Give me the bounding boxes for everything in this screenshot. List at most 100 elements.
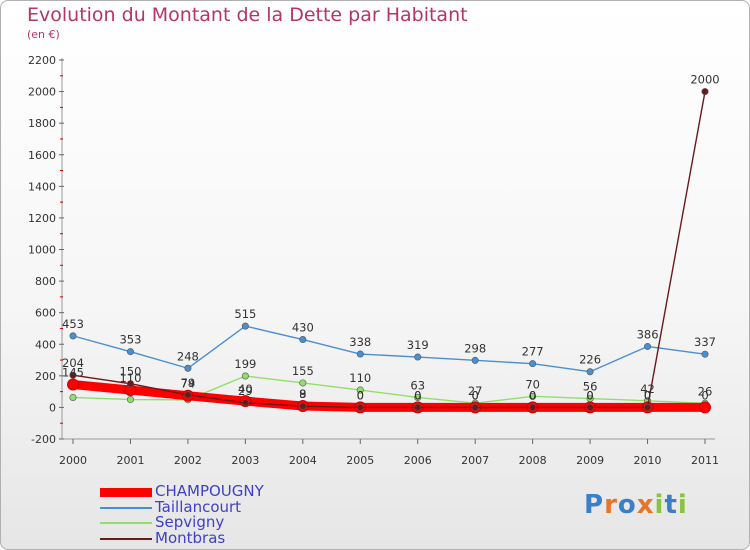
data-point [414, 393, 422, 401]
data-point [701, 88, 709, 96]
logo-letter: o [617, 490, 637, 520]
data-point [414, 403, 422, 411]
y-tick-label: 1000 [28, 244, 56, 257]
x-tick-label: 2008 [519, 454, 547, 467]
data-label: 0 [357, 388, 364, 402]
y-tick-label: 1400 [28, 180, 56, 193]
series-line-taillancourt [72, 325, 706, 373]
data-label: 226 [579, 353, 601, 367]
data-point [126, 396, 134, 404]
data-point [356, 350, 364, 358]
data-point [699, 401, 711, 414]
data-label: 155 [292, 364, 314, 378]
data-label: 430 [292, 321, 314, 335]
data-label: 515 [234, 307, 256, 321]
data-point [241, 399, 249, 407]
data-label: 110 [119, 371, 141, 385]
data-point [586, 403, 594, 411]
data-point [69, 371, 77, 379]
data-point [356, 403, 364, 411]
x-tick-label: 2007 [461, 454, 489, 467]
logo-letter: t [664, 490, 678, 520]
proxiti-logo: Proxiti [584, 490, 688, 520]
y-tick-label: -200 [31, 433, 56, 446]
legend-label: Montbras [155, 528, 226, 547]
x-tick-label: 2000 [59, 454, 87, 467]
data-point [67, 378, 79, 391]
data-label: 0 [529, 388, 536, 402]
chart-title: Evolution du Montant de la Dette par Hab… [27, 4, 468, 26]
data-label: 0 [529, 388, 536, 402]
legend-label: CHAMPOUGNY [155, 482, 264, 500]
data-label: 338 [349, 335, 371, 349]
data-label: 353 [119, 333, 141, 347]
x-tick-label: 2006 [404, 454, 432, 467]
data-point [471, 356, 479, 364]
y-tick-label: 1600 [28, 149, 56, 162]
data-label: 199 [234, 357, 256, 371]
data-label: 40 [238, 382, 253, 396]
data-label: 0 [586, 388, 593, 402]
y-tick-label: 0 [49, 401, 56, 414]
data-point [241, 372, 249, 380]
logo-letter: x [636, 490, 655, 520]
x-tick-label: 2002 [174, 454, 202, 467]
x-tick-label: 2001 [116, 454, 144, 467]
data-label: 0 [472, 388, 479, 402]
legend-swatch [100, 537, 152, 540]
logo-letter: i [654, 490, 665, 520]
data-label: 277 [522, 345, 544, 359]
data-point [126, 348, 134, 356]
data-point [644, 342, 652, 350]
data-label: 27 [468, 384, 483, 398]
y-tick-label: 1800 [28, 117, 56, 130]
data-label: 74 [181, 377, 196, 391]
series-line-montbras [72, 90, 706, 409]
y-tick-label: 2200 [28, 54, 56, 67]
x-tick-label: 2003 [231, 454, 259, 467]
x-tick-label: 2011 [691, 454, 719, 467]
data-point [414, 353, 422, 361]
legend-swatch [100, 487, 152, 497]
logo-letter: i [677, 490, 688, 520]
data-label: 204 [62, 356, 84, 370]
data-label: 0 [644, 388, 651, 402]
legend-label: Taillancourt [155, 497, 242, 516]
data-label: 9 [299, 387, 306, 401]
x-tick-label: 2009 [576, 454, 604, 467]
data-label: 110 [349, 371, 371, 385]
data-label: 26 [698, 384, 713, 398]
data-point [529, 392, 537, 400]
legend-label: Sepvigny [155, 513, 225, 531]
data-label: 0 [586, 388, 593, 402]
y-tick-label: 1200 [28, 212, 56, 225]
data-label: 0 [644, 388, 651, 402]
y-tick-label: 800 [35, 275, 56, 288]
x-tick-label: 2005 [346, 454, 374, 467]
data-point [299, 402, 307, 410]
data-label: 42 [640, 382, 655, 396]
data-point [69, 332, 77, 340]
data-point [299, 336, 307, 344]
data-point [184, 364, 192, 372]
data-label: 56 [583, 380, 598, 394]
data-point [69, 393, 77, 401]
data-label: 0 [414, 388, 421, 402]
data-point [471, 403, 479, 411]
data-point [701, 350, 709, 358]
y-tick-label: 400 [35, 338, 56, 351]
data-point [356, 386, 364, 394]
data-label: 2000 [690, 73, 719, 87]
y-tick-label: 200 [35, 370, 56, 383]
x-tick-label: 2010 [634, 454, 662, 467]
data-label: 29 [238, 384, 253, 398]
data-point [529, 360, 537, 368]
data-label: 79 [181, 376, 196, 390]
data-label: 0 [701, 388, 708, 402]
data-label: 298 [464, 341, 486, 355]
data-point [126, 380, 134, 388]
data-label: 150 [119, 365, 141, 379]
chart-subtitle: (en €) [27, 28, 60, 41]
data-label: 0 [472, 388, 479, 402]
